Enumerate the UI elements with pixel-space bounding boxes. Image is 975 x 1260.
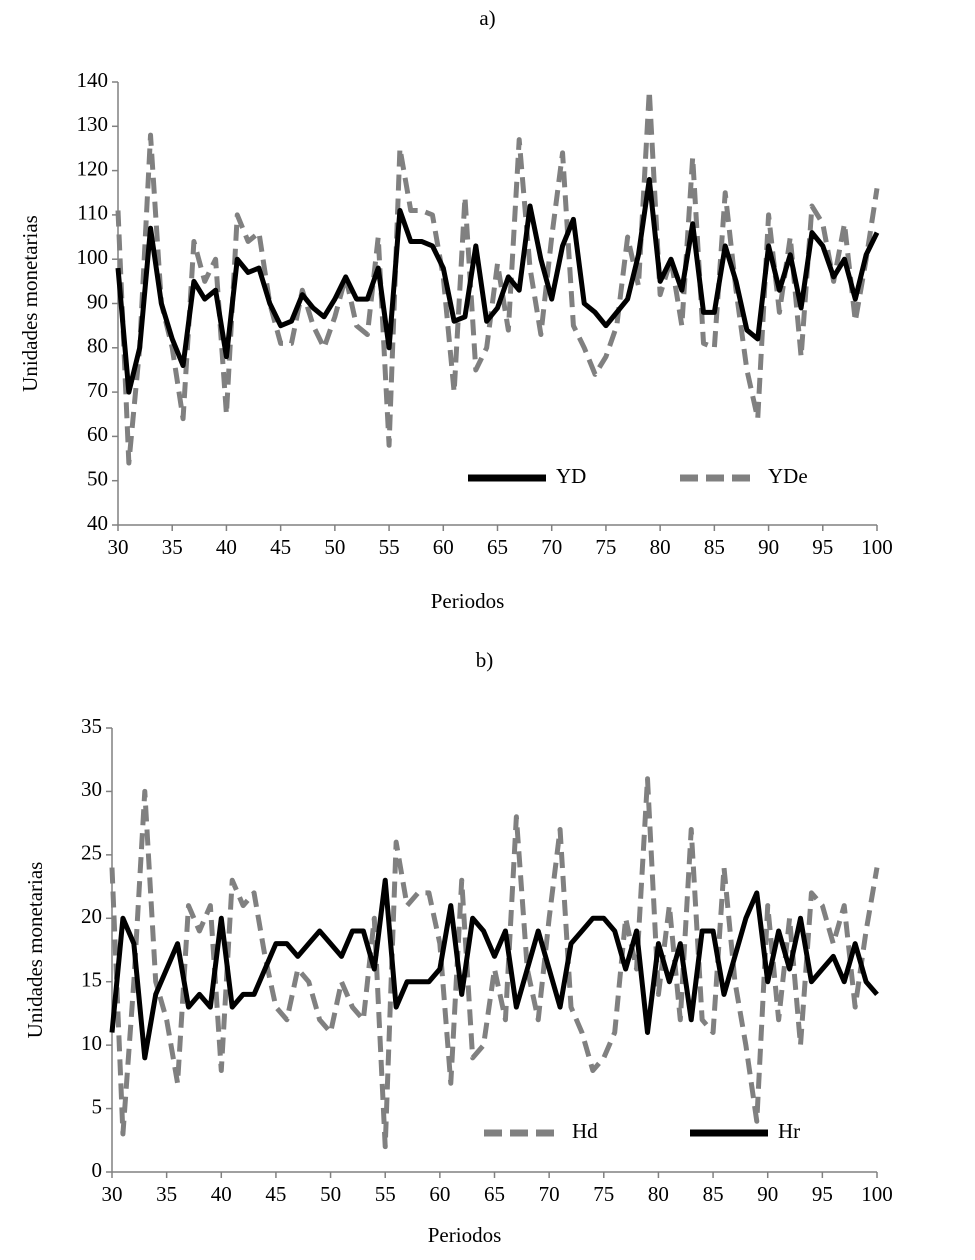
y-tick-label: 15 (81, 968, 102, 992)
legend-label: YD (556, 464, 586, 488)
x-tick-label: 55 (379, 535, 400, 559)
y-axis-label: Unidades monetarias (18, 215, 42, 392)
series-line (109, 776, 880, 1150)
x-tick-label: 80 (650, 535, 671, 559)
x-tick-label: 60 (433, 535, 454, 559)
x-tick-label: 80 (648, 1182, 669, 1206)
y-tick-label: 25 (81, 841, 102, 865)
x-tick-label: 55 (375, 1182, 396, 1206)
x-tick-label: 65 (487, 535, 508, 559)
x-tick-label: 45 (265, 1182, 286, 1206)
x-tick-label: 90 (758, 535, 779, 559)
x-tick-label: 40 (216, 535, 237, 559)
y-tick-label: 10 (81, 1031, 102, 1055)
x-tick-label: 30 (102, 1182, 123, 1206)
series-line (109, 877, 879, 1061)
series-line (115, 176, 880, 395)
legend-label: YDe (768, 464, 808, 488)
y-tick-label: 5 (92, 1094, 103, 1118)
x-tick-label: 60 (429, 1182, 450, 1206)
y-tick-label: 30 (81, 777, 102, 801)
x-axis-label: Periodos (428, 1223, 502, 1247)
chart-title: b) (476, 648, 494, 672)
y-tick-label: 140 (77, 68, 109, 92)
x-tick-label: 100 (861, 1182, 893, 1206)
x-tick-label: 95 (812, 535, 833, 559)
x-tick-label: 30 (108, 535, 129, 559)
chart-title: a) (479, 6, 495, 30)
x-axis-label: Periodos (431, 589, 505, 613)
y-tick-label: 100 (77, 245, 109, 269)
x-tick-label: 85 (703, 1182, 724, 1206)
y-tick-label: 0 (92, 1158, 103, 1182)
y-tick-label: 110 (77, 201, 108, 225)
x-tick-label: 70 (541, 535, 562, 559)
y-tick-label: 80 (87, 334, 108, 358)
x-tick-label: 45 (270, 535, 291, 559)
x-tick-label: 75 (593, 1182, 614, 1206)
y-axis-label: Unidades monetarias (23, 862, 47, 1039)
legend-label: Hd (572, 1119, 598, 1143)
y-tick-label: 60 (87, 422, 108, 446)
x-tick-label: 85 (704, 535, 725, 559)
series-line (115, 88, 880, 466)
x-tick-label: 65 (484, 1182, 505, 1206)
y-tick-label: 50 (87, 467, 108, 491)
y-tick-label: 70 (87, 378, 108, 402)
x-tick-label: 75 (595, 535, 616, 559)
x-tick-label: 90 (757, 1182, 778, 1206)
x-tick-label: 70 (539, 1182, 560, 1206)
y-tick-label: 130 (77, 112, 109, 136)
legend-label: Hr (778, 1119, 800, 1143)
y-tick-label: 20 (81, 904, 102, 928)
x-tick-label: 50 (324, 535, 345, 559)
x-tick-label: 50 (320, 1182, 341, 1206)
y-tick-label: 35 (81, 714, 102, 738)
x-tick-label: 95 (812, 1182, 833, 1206)
x-tick-label: 100 (861, 535, 893, 559)
y-tick-label: 90 (87, 289, 108, 313)
x-tick-label: 35 (156, 1182, 177, 1206)
x-tick-label: 40 (211, 1182, 232, 1206)
y-tick-label: 120 (77, 156, 109, 180)
y-tick-label: 40 (87, 511, 108, 535)
x-tick-label: 35 (162, 535, 183, 559)
